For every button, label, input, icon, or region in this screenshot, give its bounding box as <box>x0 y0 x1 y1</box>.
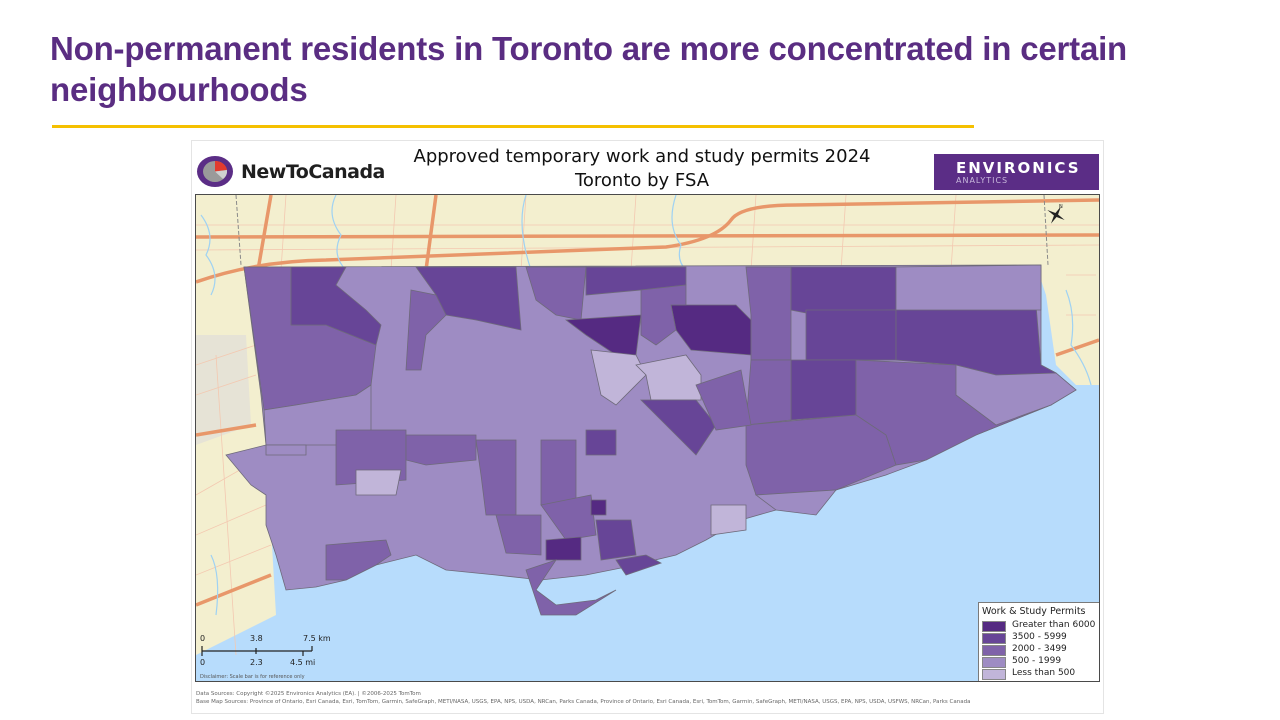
legend-swatch <box>982 645 1006 656</box>
scale-mi-0: 0 <box>200 658 206 667</box>
scale-mi-mid: 2.3 <box>250 658 263 667</box>
legend-label: 2000 - 3499 <box>1012 644 1067 654</box>
scale-bar: 0 3.8 7.5 km 0 2.3 4.5 mi <box>200 634 340 681</box>
legend-item: 500 - 1999 <box>982 656 1099 668</box>
legend-swatch <box>982 669 1006 680</box>
map-figure: NewToCanada Approved temporary work and … <box>191 140 1104 714</box>
scale-km-max: 7.5 km <box>303 634 331 643</box>
map-title-line1: Approved temporary work and study permit… <box>413 146 871 167</box>
map-title-line2: Toronto by FSA <box>574 170 710 191</box>
map-title: Approved temporary work and study permit… <box>362 145 922 193</box>
slide-title: Non-permanent residents in Toronto are m… <box>50 30 1128 108</box>
newtocanada-logo-text: NewToCanada <box>241 161 385 183</box>
map-canvas <box>196 195 1099 656</box>
choropleth-map[interactable]: N 0 3.8 7.5 km 0 2.3 4.5 mi Disclaimer: … <box>195 194 1100 682</box>
legend-label: Less than 500 <box>1012 668 1076 678</box>
scale-km-mid: 3.8 <box>250 634 263 643</box>
map-legend: Work & Study Permits Greater than 6000 3… <box>978 602 1099 681</box>
environics-logo-subtext: ANALYTICS <box>956 176 1009 185</box>
legend-item: Greater than 6000 <box>982 620 1099 632</box>
legend-swatch <box>982 621 1006 632</box>
legend-title: Work & Study Permits <box>982 606 1086 617</box>
north-arrow-icon: N <box>1047 204 1065 224</box>
legend-item: Less than 500 <box>982 668 1099 680</box>
legend-label: Greater than 6000 <box>1012 620 1096 630</box>
data-sources-line: Data Sources: Copyright ©2025 Environics… <box>196 691 421 697</box>
legend-item: 2000 - 3499 <box>982 644 1099 656</box>
basemap-sources-line: Base Map Sources: Province of Ontario, E… <box>196 699 971 705</box>
figure-header: NewToCanada Approved temporary work and … <box>192 141 1103 194</box>
scale-mi-max: 4.5 mi <box>290 658 316 667</box>
legend-swatch <box>982 657 1006 668</box>
scale-bar-line <box>201 646 313 656</box>
svg-text:N: N <box>1059 204 1063 210</box>
data-sources: Data Sources: Copyright ©2025 Environics… <box>196 690 1096 706</box>
scale-km-0: 0 <box>200 634 206 643</box>
legend-label: 500 - 1999 <box>1012 656 1062 666</box>
title-divider <box>52 125 974 128</box>
environics-logo: ENVIRONICS ANALYTICS <box>934 154 1099 190</box>
environics-logo-text: ENVIRONICS <box>956 159 1081 177</box>
legend-item: 3500 - 5999 <box>982 632 1099 644</box>
newtocanada-pie-logo-icon <box>197 156 233 187</box>
legend-label: 3500 - 5999 <box>1012 632 1067 642</box>
scale-disclaimer: Disclaimer: Scale bar is for reference o… <box>200 674 305 680</box>
legend-swatch <box>982 633 1006 644</box>
